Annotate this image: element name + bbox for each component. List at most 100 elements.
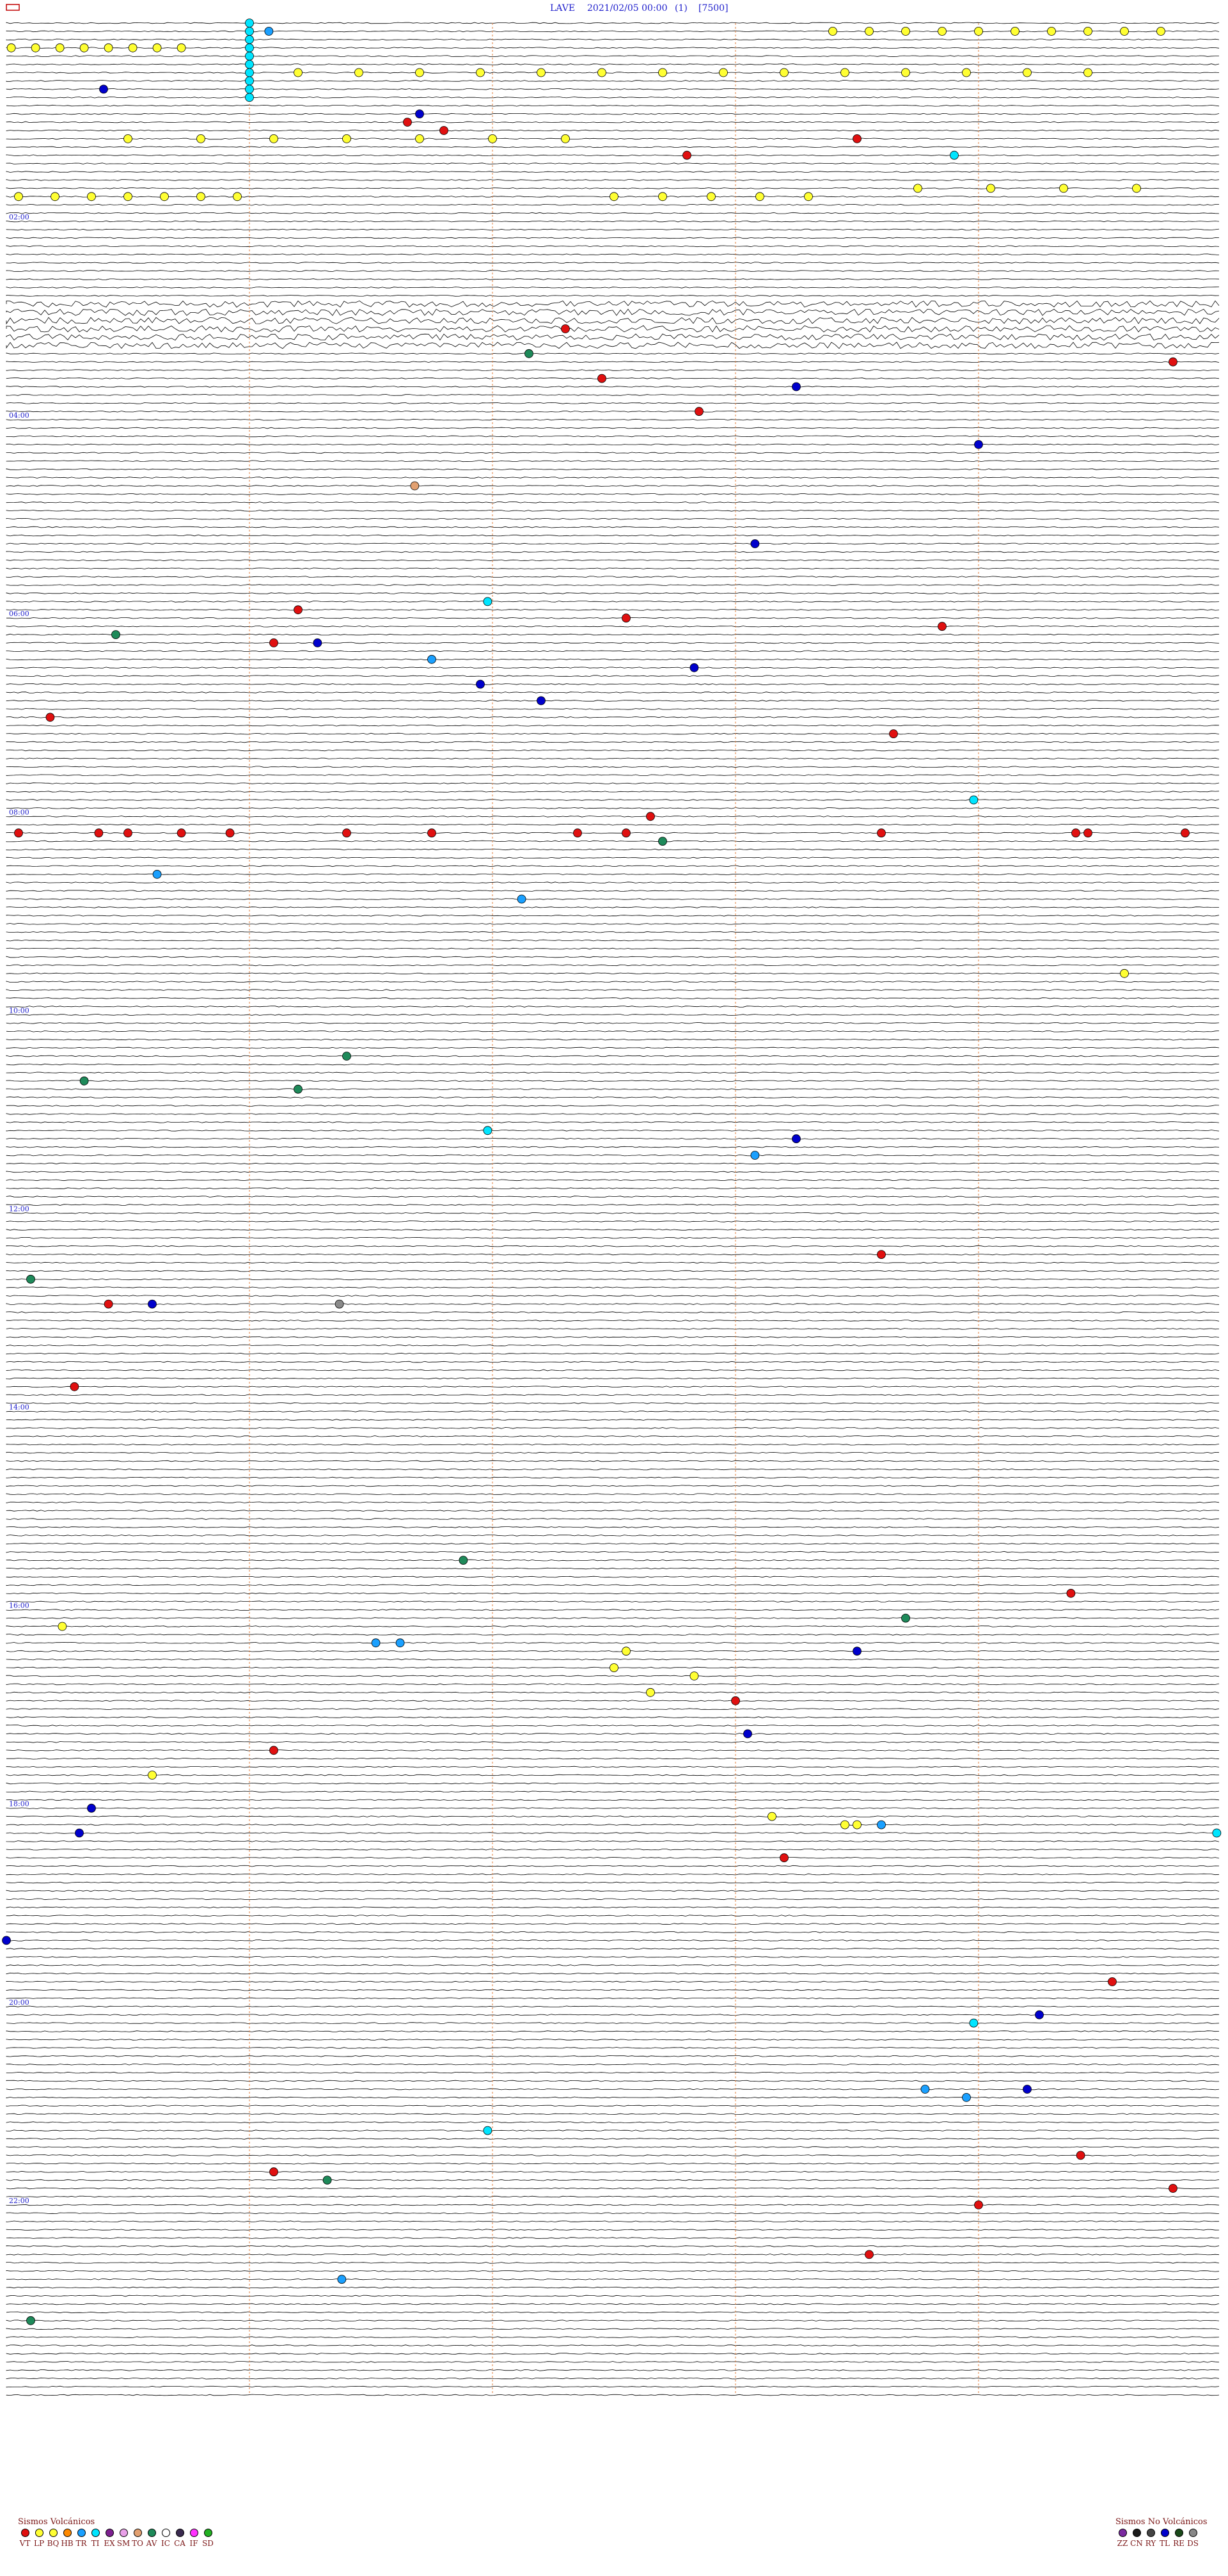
- trace-line: [6, 1443, 1220, 1446]
- event-marker-lp: [196, 134, 205, 143]
- trace-line: [6, 179, 1220, 181]
- trace-line: [6, 427, 1220, 429]
- legend-dot: [175, 2529, 184, 2537]
- legend-item-ry: RY: [1144, 2529, 1158, 2548]
- trace-line: [6, 1253, 1220, 1256]
- trace-line: [6, 1328, 1220, 1330]
- event-marker-tr: [264, 27, 274, 36]
- event-marker-lp: [1156, 27, 1165, 36]
- trace-line: [6, 1261, 1220, 1264]
- event-marker-tr: [920, 2085, 930, 2094]
- event-marker-vt: [938, 622, 947, 631]
- trace-line: [6, 1683, 1220, 1686]
- trace-line: [6, 262, 1220, 264]
- trace-line: [6, 683, 1220, 685]
- trace-line: [6, 997, 1220, 999]
- event-marker-av: [901, 1613, 910, 1623]
- trace-line: [6, 2220, 1220, 2223]
- trace-line: [6, 2005, 1220, 2008]
- trace-line: [6, 1179, 1220, 1181]
- trace-line: [6, 493, 1220, 495]
- trace-line: [6, 1386, 1220, 1388]
- scale-marker: [6, 4, 20, 11]
- legend-item-tr: TR: [74, 2529, 88, 2548]
- trace-line: [6, 716, 1220, 718]
- event-marker-lp: [646, 1687, 655, 1697]
- legend-code: BQ: [47, 2539, 59, 2548]
- event-marker-lp: [658, 192, 667, 201]
- trace-line: [6, 325, 1220, 333]
- event-marker-blue: [853, 1647, 862, 1656]
- trace-line: [6, 1510, 1220, 1512]
- hour-label: 02:00: [9, 213, 29, 221]
- legend-volcanic-title: Sismos Volcánicos: [18, 2517, 95, 2527]
- trace-line: [6, 906, 1219, 908]
- event-marker-ti: [245, 51, 254, 61]
- trace-line: [6, 1377, 1220, 1380]
- legend-code: TR: [75, 2539, 87, 2548]
- trace-line: [6, 1931, 1220, 1933]
- event-marker-ti: [969, 795, 979, 805]
- trace-line: [6, 890, 1220, 892]
- legend-dot: [1118, 2529, 1127, 2537]
- trace-line: [6, 518, 1219, 520]
- legend-code: RY: [1145, 2539, 1156, 2548]
- event-marker-av: [658, 837, 667, 846]
- trace-line: [6, 1303, 1220, 1305]
- trace-line: [6, 1617, 1220, 1619]
- trace-line: [6, 1708, 1220, 1711]
- event-marker-vt: [225, 828, 235, 838]
- event-marker-vt: [780, 1853, 789, 1863]
- legend-code: LP: [33, 2539, 45, 2548]
- trace-line: [6, 2063, 1220, 2066]
- hour-label: 20:00: [9, 1998, 29, 2007]
- trace-line: [6, 642, 1220, 644]
- event-marker-lp: [415, 134, 424, 143]
- trace-line: [6, 1873, 1220, 1876]
- trace-line: [6, 947, 1220, 950]
- legend-item-zz: ZZ: [1115, 2529, 1130, 2548]
- event-marker-blue: [750, 539, 760, 548]
- trace-line: [6, 2278, 1220, 2280]
- trace-line: [6, 1030, 1220, 1032]
- trace-line: [6, 1270, 1220, 1272]
- trace-line: [6, 1113, 1220, 1115]
- trace-line: [6, 766, 1220, 768]
- legend-item-av: AV: [145, 2529, 159, 2548]
- trace-line: [6, 1757, 1220, 1760]
- event-marker-lp: [342, 134, 351, 143]
- legend-item-vt: VT: [18, 2529, 32, 2548]
- trace-line: [6, 1080, 1219, 1082]
- trace-line: [6, 823, 1220, 826]
- event-marker-lp: [31, 43, 40, 52]
- legend-code: CA: [174, 2539, 185, 2548]
- header-station: LAVE: [550, 3, 575, 13]
- trace-line: [6, 2138, 1220, 2140]
- trace-line: [6, 1047, 1220, 1049]
- legend-code: SD: [202, 2539, 214, 2548]
- trace-line: [6, 1700, 1220, 1702]
- hour-labels: 02:00 04:00 06:00 08:00 10:00 12:00 14:00 16:00…: [9, 213, 29, 2205]
- trace-line: [6, 1906, 1220, 1909]
- event-marker-vt: [70, 1382, 79, 1391]
- trace-line: [6, 237, 1220, 239]
- event-marker-blue: [313, 638, 322, 647]
- trace-line: [6, 1129, 1220, 1132]
- trace-line: [6, 212, 1220, 214]
- event-marker-ti: [969, 2018, 979, 2028]
- trace-line: [6, 162, 1220, 164]
- trace-line: [6, 658, 1220, 661]
- trace-line: [6, 410, 1219, 413]
- trace-line: [6, 1980, 1220, 1983]
- event-marker-vt: [269, 2167, 278, 2177]
- trace-line: [6, 1394, 1219, 1396]
- trace-line: [6, 1898, 1220, 1900]
- legend-dot: [91, 2529, 100, 2537]
- trace-line: [6, 1221, 1220, 1222]
- trace-line: [6, 2295, 1220, 2297]
- event-marker-vt: [695, 407, 704, 416]
- trace-line: [6, 2353, 1220, 2355]
- event-marker-lp: [1023, 68, 1032, 77]
- trace-line: [6, 1468, 1220, 1471]
- trace-line: [6, 352, 1220, 355]
